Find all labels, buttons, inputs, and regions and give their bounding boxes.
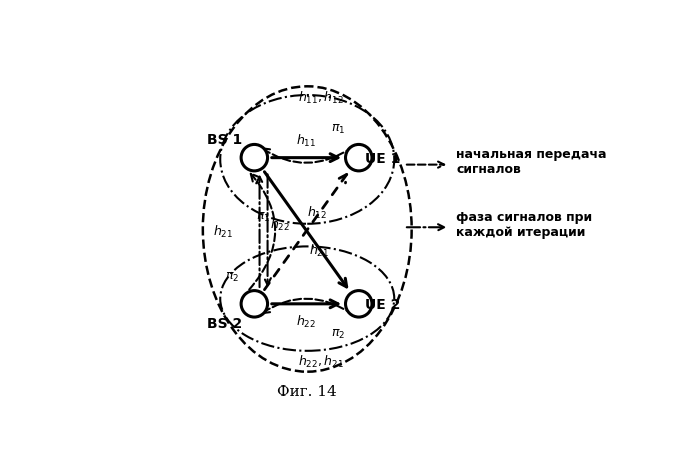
FancyArrowPatch shape (249, 174, 275, 290)
FancyArrowPatch shape (262, 299, 353, 315)
FancyArrowPatch shape (262, 148, 353, 164)
Text: начальная передача
сигналов: начальная передача сигналов (456, 148, 607, 176)
Text: $h_{22},h_{21}$: $h_{22},h_{21}$ (298, 354, 344, 369)
Circle shape (346, 145, 372, 171)
Text: $\pi_1$: $\pi_1$ (330, 122, 345, 135)
Text: $h_{11},h_{12}$: $h_{11},h_{12}$ (298, 89, 344, 106)
Text: $h_{22}$: $h_{22}$ (270, 216, 290, 232)
Text: UE 2: UE 2 (365, 297, 401, 311)
Text: BS 1: BS 1 (207, 132, 242, 146)
FancyArrowPatch shape (256, 177, 263, 287)
FancyArrowPatch shape (264, 175, 271, 285)
FancyArrowPatch shape (407, 225, 444, 231)
Text: фаза сигналов при
каждой итерации: фаза сигналов при каждой итерации (456, 210, 592, 238)
Text: $\pi_2$: $\pi_2$ (225, 270, 239, 283)
Text: $h_{22}$: $h_{22}$ (297, 313, 316, 330)
Circle shape (346, 291, 372, 318)
Text: $h_{21}$: $h_{21}$ (309, 242, 329, 258)
Text: $\pi_1$: $\pi_1$ (256, 211, 270, 224)
Circle shape (241, 291, 267, 318)
FancyArrowPatch shape (407, 162, 444, 168)
Text: $h_{12}$: $h_{12}$ (307, 204, 327, 220)
Text: UE 1: UE 1 (365, 152, 401, 165)
Text: Фиг. 14: Фиг. 14 (276, 384, 337, 398)
Text: $h_{21}$: $h_{21}$ (213, 223, 233, 239)
Text: BS 2: BS 2 (207, 316, 242, 330)
Circle shape (241, 145, 267, 171)
Text: $h_{11}$: $h_{11}$ (296, 133, 316, 149)
Text: $\pi_2$: $\pi_2$ (331, 327, 345, 340)
